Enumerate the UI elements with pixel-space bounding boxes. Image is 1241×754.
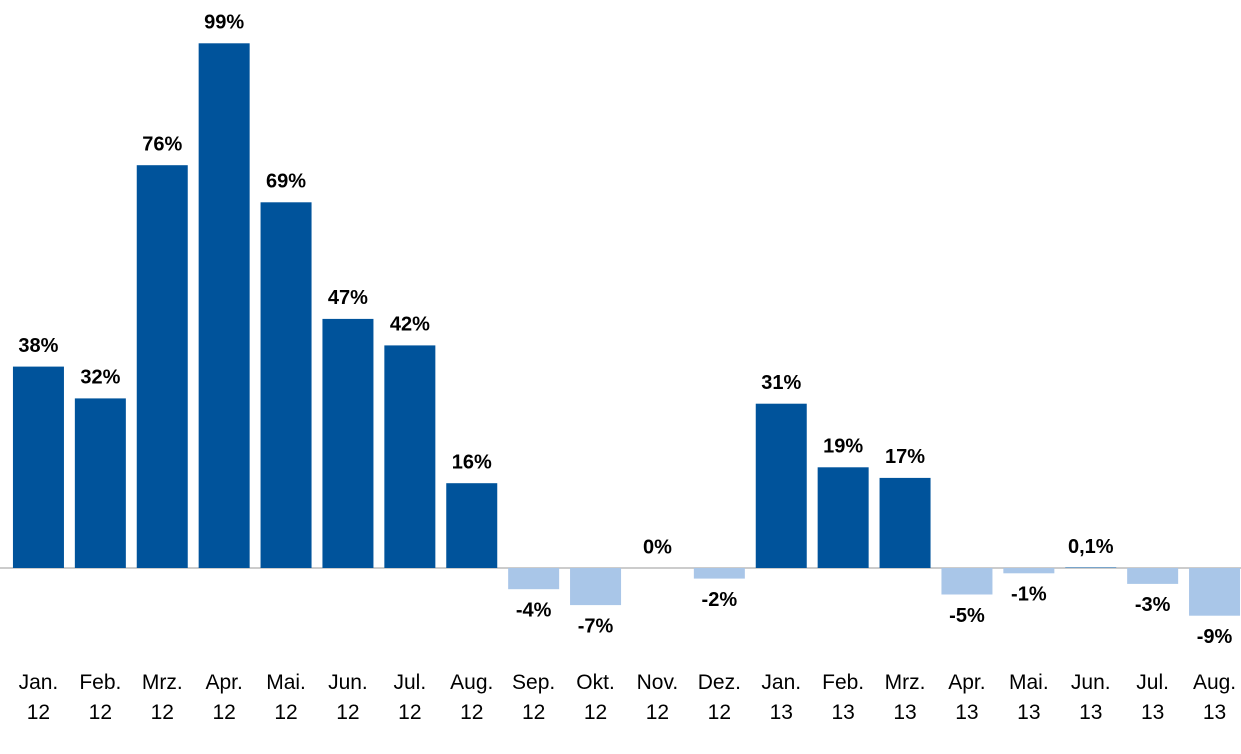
bar [136,165,188,568]
value-label: -3% [1135,594,1171,616]
value-label: 76% [142,133,182,155]
value-label: -7% [578,615,614,637]
x-tick-label: Okt. 12 [576,671,615,724]
x-tick-label: Mrz. 12 [141,671,183,724]
x-tick-label: Jun. 13 [1070,671,1111,724]
bar [570,568,622,606]
x-tick-label: Apr. 12 [205,671,243,724]
x-tick-label: Jan. 13 [761,671,802,724]
bar [322,318,374,568]
bar [260,202,312,569]
x-tick-label: Feb. 13 [822,671,865,724]
x-tick-label: Aug. 12 [450,671,494,724]
bar [693,568,745,579]
value-label: 0% [643,536,672,558]
bar [1003,568,1055,574]
value-label: 38% [18,335,58,357]
value-label: -1% [1011,584,1047,606]
x-tick-label: Aug. 13 [1192,671,1237,724]
x-tick-label: Mrz. 13 [884,671,926,724]
value-label: 47% [328,287,368,309]
x-tick-label: Dez. 12 [697,671,741,724]
bar [12,366,64,568]
bar [74,398,126,568]
x-tick-label: Sep. 12 [512,671,556,724]
x-tick-label: Jun. 12 [328,671,368,724]
bar [755,403,807,568]
bar [879,477,931,568]
value-label: 69% [266,171,306,193]
bar [1189,568,1241,616]
x-tick-label: Nov. 12 [636,671,679,724]
value-label: 42% [390,314,430,336]
bar [941,568,993,595]
value-label: 19% [823,436,863,458]
bar [1065,567,1117,568]
x-tick-label: Mai. 13 [1009,671,1049,724]
bar [1127,568,1179,584]
value-label: -2% [702,589,738,611]
value-label: 31% [761,372,801,394]
value-label: -9% [1197,626,1233,648]
x-tick-label: Mai. 12 [266,671,306,724]
value-label: 32% [80,367,120,389]
value-label: 0,1% [1068,536,1114,558]
value-label: -4% [516,599,552,621]
bar [384,345,436,568]
x-tick-label: Apr. 13 [948,671,986,724]
bar [817,467,869,568]
bar [446,483,498,568]
bar [198,43,250,569]
x-tick-label: Jul. 13 [1136,671,1169,724]
value-label: 99% [204,12,244,34]
value-label: 16% [452,451,492,473]
x-tick-label: Jan. 12 [18,671,59,724]
x-tick-label: Jul. 12 [393,671,427,724]
value-label: -5% [949,605,985,627]
value-label: 17% [885,446,925,468]
bar [508,568,560,590]
x-tick-label: Feb. 12 [79,671,122,724]
